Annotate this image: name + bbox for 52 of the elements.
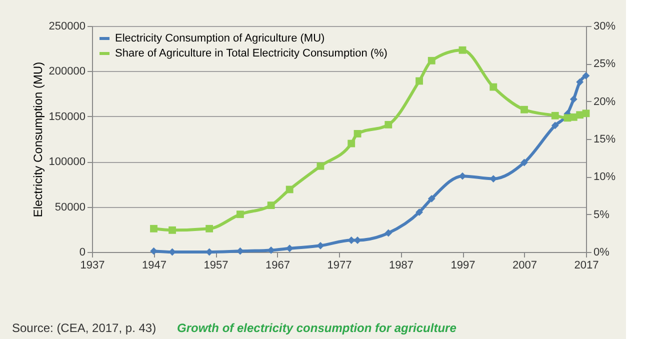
point <box>416 77 423 85</box>
y2-tick-label: 0% <box>594 246 610 258</box>
point <box>286 244 294 252</box>
y-tick-label: 150000 <box>48 110 86 123</box>
point <box>384 229 392 237</box>
point <box>428 194 436 202</box>
point <box>428 56 436 64</box>
point <box>150 247 158 255</box>
point <box>384 120 392 128</box>
y2-tick-label: 10% <box>594 171 616 184</box>
point <box>267 202 275 209</box>
y-tick-label: 250000 <box>48 20 86 32</box>
x-tick-label: 1967 <box>266 260 290 272</box>
point <box>150 224 158 232</box>
text: Growth of electricity consumption for agriculture <box>177 321 457 335</box>
source-note: Source: (CEA, 2017, p. 43) <box>12 321 156 335</box>
point <box>354 130 362 138</box>
x-tick-label: 1977 <box>327 260 352 272</box>
point <box>416 208 423 216</box>
y-tick-label: 50000 <box>54 201 86 214</box>
point <box>551 122 559 130</box>
y2-tick-label: 5% <box>594 208 610 221</box>
y-tick-label: 200000 <box>48 66 86 78</box>
y2-tick-label: 20% <box>594 96 616 108</box>
legend-label: Share of Agriculture in Total Electricity Consumption (%) <box>115 48 388 60</box>
x-tick-label: 1957 <box>204 260 228 272</box>
point <box>286 186 294 194</box>
point <box>458 46 466 54</box>
point <box>576 78 584 86</box>
point <box>490 83 498 91</box>
y-tick-label: 100000 <box>48 156 86 168</box>
point <box>168 226 176 234</box>
point <box>582 110 590 118</box>
x-tick-label: 2017 <box>574 260 599 272</box>
point <box>570 96 578 103</box>
point <box>348 140 356 148</box>
y2-tick-label: 15% <box>594 134 616 146</box>
y-axis-title: Electricity Consumption (MU) <box>30 62 45 218</box>
point <box>520 106 528 114</box>
x-tick-label: 1997 <box>450 260 476 272</box>
y-tick-label: 0 <box>79 246 86 258</box>
x-tick-label: 1937 <box>80 260 105 272</box>
x-tick-label: 1987 <box>389 260 414 272</box>
y2-tick-label: 25% <box>594 58 616 70</box>
y2-tick-label: 30% <box>594 20 616 32</box>
point <box>206 224 214 232</box>
x-tick-label: 2007 <box>512 260 537 272</box>
legend-label: Electricity Consumption of Agriculture (MU) <box>115 32 325 44</box>
point <box>551 112 559 120</box>
x-tick-label: 1947 <box>142 260 166 272</box>
point <box>316 162 324 170</box>
point <box>236 210 244 218</box>
